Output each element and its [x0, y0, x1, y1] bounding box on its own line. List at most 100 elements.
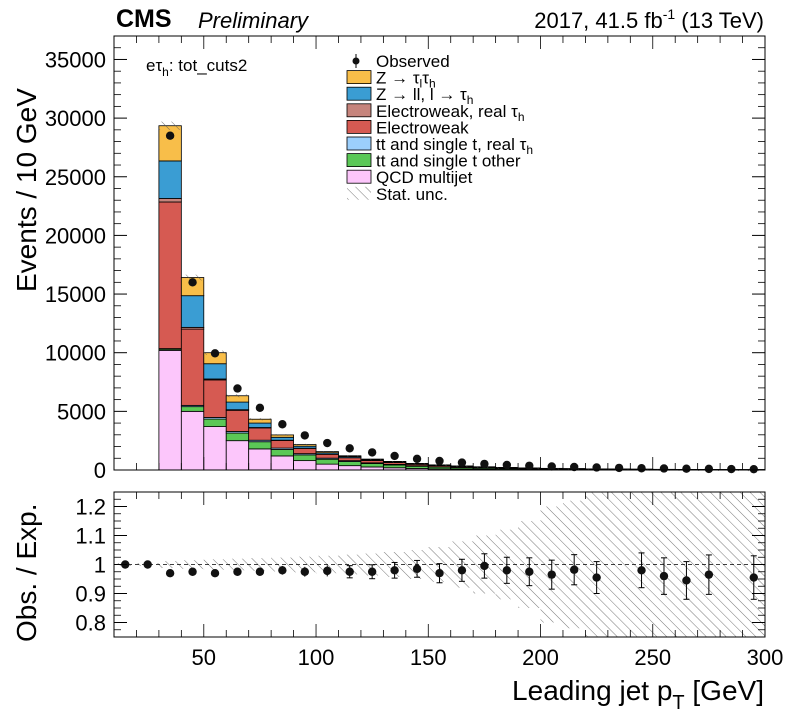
ratio-point [457, 566, 467, 575]
bar-qcd [203, 426, 227, 471]
bar-qcd [270, 455, 294, 471]
bar-ttbar_other [315, 458, 339, 465]
bar-qcd [158, 349, 182, 471]
bar-ttbar_other [360, 463, 384, 468]
bar-zll [158, 160, 182, 199]
y-tick-label: 10000 [45, 341, 106, 366]
stat-unc-hatch [405, 463, 429, 465]
bar-ttbar_other [338, 461, 362, 467]
bar-ew [203, 379, 227, 418]
bar-ew [315, 453, 339, 459]
ratio-point [480, 561, 489, 571]
x-axis-label: Leading jet pT [GeV] [512, 675, 764, 714]
x-tick-label: 50 [192, 645, 216, 670]
ratio-points [121, 552, 758, 600]
bar-ew_real [158, 198, 182, 203]
legend-label: Stat. unc. [376, 185, 448, 204]
y-tick-label: 0 [94, 458, 106, 483]
ratio-y-tick-label: 0.9 [75, 582, 106, 607]
observed-point [255, 403, 265, 413]
ratio-point [188, 567, 197, 576]
stat-unc-hatch [360, 458, 384, 461]
ratio-plot-panel: 0.8 0.9 1 1.1 1.2 50 100 150 200 250 300 [75, 491, 784, 670]
observed-point [727, 464, 736, 474]
legend-hatch-swatch [347, 186, 371, 200]
ratio-point [412, 564, 422, 574]
x-tick-label: 250 [634, 645, 671, 670]
ratio-point [323, 566, 332, 576]
legend-swatch [346, 103, 372, 118]
legend-observed-marker [352, 57, 360, 65]
bar-qcd [338, 465, 362, 471]
ratio-unc-hatch [226, 558, 249, 571]
observed-point [749, 464, 758, 474]
ratio-point [143, 560, 152, 569]
y-tick-label: 20000 [45, 223, 106, 248]
legend-swatch [346, 86, 372, 101]
y-tick-label: 30000 [45, 106, 106, 131]
observed-point [704, 464, 714, 474]
legend-label: Z → ll, l → τh [376, 85, 473, 107]
bar-qcd [248, 448, 272, 471]
stat-unc-hatch [158, 121, 182, 130]
stat-unc-hatch [226, 394, 249, 398]
observed-point [637, 464, 646, 473]
ratio-point [502, 566, 512, 575]
ratio-y-tick-label: 1.1 [75, 524, 106, 549]
stat-unc-hatch [248, 418, 272, 421]
channel-label: eτh: tot_cuts2 [146, 56, 247, 79]
ratio-point [278, 566, 287, 575]
observed-point [480, 459, 489, 469]
ratio-point [300, 567, 310, 576]
observed-point [569, 462, 579, 472]
legend-label: tt and single t, real τh [376, 135, 533, 157]
preliminary-label: Preliminary [198, 8, 310, 33]
observed-point [323, 438, 332, 448]
ratio-point [233, 567, 242, 576]
ratio-point [210, 569, 220, 578]
bar-ew [248, 427, 272, 441]
bar-ew [270, 440, 294, 449]
legend-label: Electroweak [376, 118, 469, 137]
stat-unc-hatch [383, 461, 406, 463]
bar-qcd [225, 440, 250, 471]
observed-point [390, 451, 399, 461]
observed-point [412, 454, 422, 464]
observed-point [547, 462, 556, 471]
legend-swatch [346, 153, 372, 168]
observed-point [457, 458, 467, 467]
y-tick-label: 25000 [45, 165, 106, 190]
observed-point [682, 464, 691, 473]
stat-unc-hatch [316, 451, 339, 453]
ratio-point [592, 573, 601, 582]
y-tick-label: 35000 [45, 47, 106, 72]
bar-zll [248, 422, 272, 428]
x-tick-label: 300 [747, 645, 784, 670]
stat-unc-hatch [428, 464, 451, 467]
ratio-point [682, 576, 691, 585]
observed-point [210, 349, 220, 358]
legend-label: QCD multijet [376, 168, 473, 187]
bar-zll [203, 363, 227, 380]
ratio-y-tick-label: 0.8 [75, 611, 106, 636]
bar-zll [270, 436, 294, 441]
lumi-label: 2017, 41.5 fb-1 (13 TeV) [534, 6, 764, 33]
stat-unc-hatch [338, 455, 361, 457]
observed-point [188, 278, 197, 287]
ratio-unc-hatch [248, 558, 272, 571]
observed-point [345, 444, 354, 453]
observed-point [233, 384, 242, 393]
ratio-point [749, 573, 758, 582]
observed-point [300, 431, 310, 440]
bar-ttbar_other [225, 432, 250, 442]
ratio-unc-hatch [338, 554, 361, 575]
ratio-point [637, 566, 646, 575]
ratio-point [345, 567, 354, 576]
ratio-point [165, 569, 175, 578]
main-plot-panel: 0 5000 10000 15000 20000 25000 30000 35000 [45, 35, 766, 483]
legend-swatch [346, 136, 372, 151]
legend-label: Observed [376, 52, 450, 71]
observed-point [165, 131, 175, 140]
